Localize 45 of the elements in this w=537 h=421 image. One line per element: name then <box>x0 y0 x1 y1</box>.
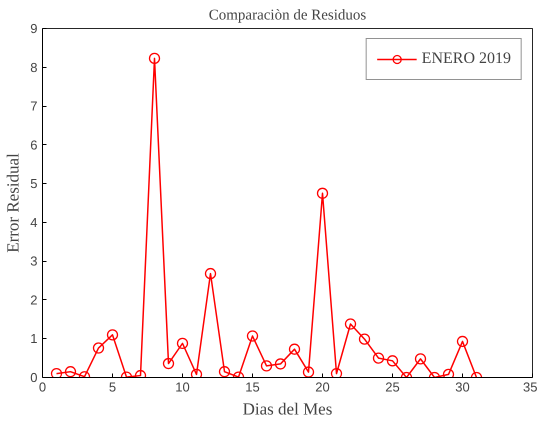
point <box>162 358 174 370</box>
y-tick-label: 5 <box>30 176 38 192</box>
x-tick-label: 10 <box>175 380 190 394</box>
x-axis-title: Dias del Mes <box>242 400 332 418</box>
point <box>456 336 468 348</box>
point <box>274 358 286 370</box>
point <box>106 329 118 340</box>
point <box>414 353 426 365</box>
point <box>64 366 76 378</box>
point <box>190 368 202 378</box>
y-tick-label: 0 <box>30 370 38 385</box>
x-tick-label: 15 <box>245 380 260 394</box>
point <box>260 360 272 372</box>
y-tick-label: 2 <box>30 292 38 308</box>
point <box>176 338 188 350</box>
point <box>330 368 342 378</box>
point <box>358 333 370 345</box>
point <box>288 344 300 355</box>
y-tick-label: 6 <box>30 137 38 152</box>
chart-title: Comparaciòn de Residuos <box>208 8 366 24</box>
y-tick-label: 7 <box>30 98 38 114</box>
point <box>246 330 258 342</box>
legend-label: ENERO 2019 <box>422 50 511 68</box>
x-tick-label: 20 <box>315 380 330 394</box>
point <box>92 342 104 354</box>
point <box>372 352 384 364</box>
point <box>442 368 454 378</box>
y-tick-label: 1 <box>30 331 38 346</box>
y-axis-title: Error Residual <box>3 152 22 253</box>
x-tick-label: 5 <box>108 380 116 394</box>
point <box>50 368 62 378</box>
point <box>204 268 216 280</box>
x-tick-label: 30 <box>455 380 470 394</box>
x-tick-label: 35 <box>523 380 537 394</box>
y-tick-label: 4 <box>30 214 38 230</box>
point <box>218 366 230 378</box>
point <box>302 366 314 378</box>
y-tick-label: 3 <box>30 254 38 269</box>
x-tick-label: 25 <box>385 380 400 394</box>
y-tick-label: 8 <box>30 60 38 75</box>
point <box>344 318 356 330</box>
point <box>316 188 328 199</box>
point <box>148 52 160 64</box>
y-tick-label: 9 <box>30 21 38 36</box>
point <box>386 355 398 366</box>
